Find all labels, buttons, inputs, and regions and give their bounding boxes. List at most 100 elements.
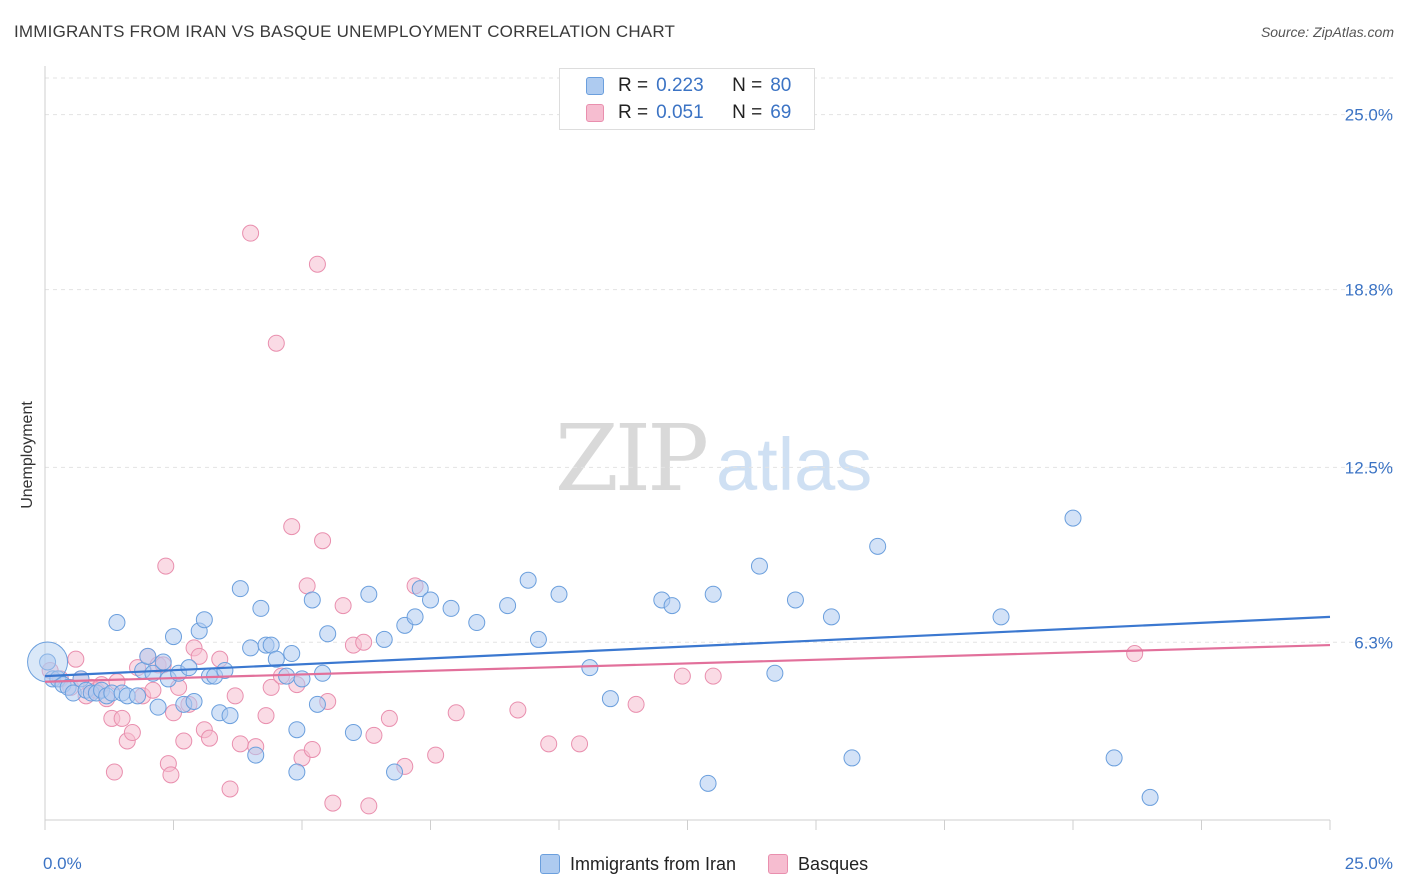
- iran-point: [1064, 509, 1082, 527]
- y-tick-label: 18.8%: [1345, 281, 1393, 300]
- basques-point: [1126, 645, 1144, 663]
- iran-point: [468, 614, 486, 632]
- basques-point: [540, 735, 558, 753]
- basques-point: [360, 797, 378, 815]
- iran-point: [252, 599, 270, 617]
- basques-point: [242, 224, 260, 242]
- basques-point: [447, 704, 465, 722]
- iran-point: [406, 608, 424, 626]
- iran-point: [319, 625, 337, 643]
- basques-point: [200, 729, 218, 747]
- iran-point: [288, 763, 306, 781]
- iran-point: [180, 659, 198, 677]
- basques-point: [231, 735, 249, 753]
- iran-point: [144, 664, 162, 682]
- basques-point: [226, 687, 244, 705]
- basques-point: [144, 681, 162, 699]
- iran-point: [1141, 788, 1159, 806]
- iran-point: [704, 585, 722, 603]
- iran-point: [154, 653, 172, 671]
- iran-point: [288, 721, 306, 739]
- iran-point: [303, 591, 321, 609]
- x-tick-label: 25.0%: [1345, 854, 1393, 873]
- iran-point: [699, 774, 717, 792]
- chart-title: IMMIGRANTS FROM IRAN VS BASQUE UNEMPLOYM…: [14, 22, 676, 41]
- iran-point: [216, 661, 234, 679]
- basques-point: [190, 647, 208, 665]
- basques-point: [355, 633, 373, 651]
- iran-point: [39, 653, 57, 671]
- iran-point: [231, 580, 249, 598]
- basques-trendline: [44, 643, 1331, 683]
- basques-point: [257, 707, 275, 725]
- basques-legend-swatch: [768, 854, 789, 874]
- iran-point: [108, 614, 126, 632]
- iran-point: [422, 591, 439, 609]
- iran-point: [550, 585, 568, 603]
- iran-point: [149, 698, 167, 716]
- y-tick-label: 6.3%: [1354, 633, 1393, 652]
- iran-point: [499, 597, 517, 615]
- basques-point: [123, 724, 141, 742]
- iran-point: [165, 628, 182, 646]
- basques-point: [113, 709, 131, 727]
- n-label: N =: [732, 102, 763, 123]
- iran-point: [221, 707, 239, 725]
- iran-point: [581, 659, 599, 677]
- basques-point: [308, 255, 326, 273]
- r-label: R =: [618, 75, 649, 96]
- iran-point: [1105, 749, 1123, 767]
- basques-point: [175, 732, 193, 750]
- basques-point: [427, 746, 445, 764]
- basques-point: [324, 794, 342, 812]
- iran-point: [308, 695, 326, 713]
- basques-point: [334, 597, 352, 615]
- basques-point: [571, 735, 589, 753]
- iran-point: [283, 645, 301, 663]
- basques-point: [298, 577, 316, 595]
- grid-lines: [45, 77, 1395, 643]
- basques-point: [67, 650, 85, 668]
- basques-point: [303, 740, 321, 758]
- iran-point: [195, 611, 213, 629]
- series-immigrants-from-iran: [27, 509, 1159, 806]
- n-value: 69: [770, 102, 792, 123]
- basques-swatch: [586, 104, 604, 122]
- iran-point: [663, 597, 681, 615]
- legend-label-iran: Immigrants from Iran: [570, 853, 737, 874]
- y-tick-label: 12.5%: [1345, 458, 1393, 477]
- basques-point: [314, 532, 332, 550]
- watermark: ZIP atlas: [555, 405, 872, 512]
- iran-point: [786, 591, 804, 609]
- basques-point: [267, 334, 285, 352]
- iran-point: [750, 557, 768, 575]
- trendlines: [44, 615, 1331, 683]
- iran-point: [242, 639, 260, 657]
- basques-point: [157, 557, 175, 575]
- source-note: Source: ZipAtlas.com: [1260, 24, 1394, 40]
- r-value: 0.051: [656, 102, 704, 123]
- axes: [44, 66, 1331, 830]
- iran-point: [822, 608, 840, 626]
- iran-point: [529, 630, 547, 648]
- basques-point: [627, 695, 645, 713]
- basques-point: [365, 726, 383, 744]
- stats-row-basques: R = 0.051 N = 69: [586, 101, 791, 125]
- watermark-atlas: atlas: [716, 423, 872, 506]
- iran-swatch: [586, 77, 604, 95]
- basques-point: [283, 518, 301, 536]
- n-label: N =: [732, 75, 763, 96]
- iran-point: [386, 763, 404, 781]
- iran-point: [129, 687, 147, 705]
- iran-trendline: [44, 615, 1331, 678]
- iran-point: [375, 630, 393, 648]
- iran-legend-swatch: [540, 854, 560, 874]
- legend-item-iran[interactable]: Immigrants from Iran: [540, 854, 736, 875]
- iran-point: [992, 608, 1010, 626]
- stats-legend: R = 0.223 N = 80 R = 0.051 N = 69: [559, 68, 815, 130]
- legend-item-basques[interactable]: Basques: [768, 854, 868, 875]
- iran-point: [869, 537, 887, 555]
- watermark-zip: ZIP: [555, 405, 706, 512]
- y-tick-label: 25.0%: [1345, 106, 1393, 125]
